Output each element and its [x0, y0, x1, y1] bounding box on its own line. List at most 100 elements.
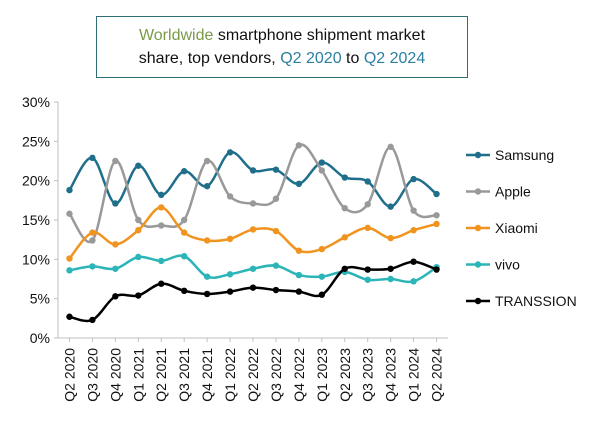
data-point-transsion — [295, 288, 303, 295]
title-end-quarter: Q2 2024 — [363, 50, 426, 67]
data-point-vivo — [203, 273, 211, 280]
y-tick-label: 15% — [22, 212, 50, 228]
data-point-xiaomi — [341, 234, 348, 241]
data-point-xiaomi — [272, 227, 280, 235]
data-point-xiaomi — [203, 237, 211, 244]
data-point-vivo — [295, 271, 303, 279]
data-point-apple — [158, 222, 165, 229]
data-point-xiaomi — [318, 245, 326, 253]
data-point-transsion — [387, 265, 394, 272]
data-point-apple — [295, 142, 303, 149]
data-point-transsion — [410, 258, 417, 265]
data-point-xiaomi — [249, 226, 257, 233]
data-point-transsion — [203, 290, 211, 298]
data-point-samsung — [433, 190, 440, 198]
data-point-vivo — [318, 273, 326, 280]
title-text-b: share, top vendors, — [138, 50, 281, 67]
legend: Samsung Apple Xiaomi vivo TRANSSION — [466, 147, 577, 309]
legend-label-samsung: Samsung — [495, 147, 554, 163]
data-point-transsion — [272, 286, 280, 294]
data-point-xiaomi — [364, 224, 371, 232]
data-point-apple — [341, 205, 348, 212]
data-point-apple — [272, 195, 280, 202]
data-point-apple — [364, 201, 371, 208]
x-tick-label: Q2 2024 — [429, 348, 445, 402]
data-point-samsung — [410, 175, 417, 183]
data-point-samsung — [66, 186, 73, 194]
y-tick-label: 10% — [22, 251, 50, 267]
y-tick-label: 20% — [22, 173, 50, 189]
data-point-vivo — [272, 262, 280, 269]
data-point-samsung — [226, 149, 234, 156]
x-tick-label: Q1 2023 — [314, 348, 330, 402]
chart-title-box: Worldwide smartphone shipment market sha… — [96, 16, 468, 78]
x-tick-label: Q1 2024 — [406, 348, 422, 402]
data-point-apple — [410, 207, 417, 214]
data-point-samsung — [318, 159, 326, 166]
legend-marker-xiaomi — [474, 224, 482, 232]
data-point-samsung — [180, 168, 188, 175]
chart-title-line-2: share, top vendors, Q2 2020 to Q2 2024 — [139, 47, 425, 70]
x-tick-label: Q4 2020 — [107, 348, 123, 402]
legend-marker-apple — [474, 188, 482, 195]
legend-label-apple: Apple — [495, 184, 531, 200]
data-point-samsung — [112, 200, 119, 207]
legend-label-xiaomi: Xiaomi — [495, 220, 538, 236]
series-line-xiaomi — [68, 206, 437, 260]
data-point-vivo — [135, 253, 142, 261]
data-point-samsung — [387, 203, 394, 210]
data-point-xiaomi — [112, 241, 119, 248]
data-point-vivo — [158, 257, 165, 265]
x-tick-label: Q4 2021 — [199, 348, 215, 402]
data-point-transsion — [89, 316, 96, 324]
data-point-xiaomi — [158, 204, 165, 211]
data-point-xiaomi — [387, 234, 394, 242]
data-point-xiaomi — [180, 229, 188, 236]
data-point-apple — [226, 193, 234, 200]
data-point-apple — [387, 143, 394, 151]
data-point-xiaomi — [89, 229, 96, 236]
data-point-apple — [433, 212, 440, 219]
data-point-apple — [318, 167, 326, 174]
title-text-a: smartphone shipment market — [213, 27, 426, 44]
data-point-transsion — [318, 291, 326, 298]
data-point-transsion — [364, 266, 371, 273]
y-tick-label: 30% — [22, 94, 50, 110]
data-point-transsion — [226, 288, 234, 295]
legend-marker-samsung — [474, 151, 482, 159]
data-point-samsung — [89, 154, 96, 162]
legend-marker-vivo — [474, 261, 482, 268]
y-tick-label: 0% — [30, 330, 50, 346]
x-tick-label: Q4 2022 — [291, 348, 307, 402]
data-point-transsion — [112, 293, 119, 300]
data-point-xiaomi — [226, 235, 234, 243]
legend-label-vivo: vivo — [495, 257, 520, 273]
data-point-samsung — [295, 180, 303, 188]
data-point-xiaomi — [135, 227, 142, 234]
x-tick-label: Q2 2022 — [245, 348, 261, 402]
data-point-xiaomi — [433, 220, 440, 228]
title-text-c: to — [341, 50, 364, 67]
data-point-xiaomi — [295, 247, 303, 254]
data-point-transsion — [341, 265, 348, 272]
chart-axes: 0% 5% 10% 15% 20% 25% 30% Q2 2020 Q3 2020 Q4 2020… — [22, 94, 448, 402]
data-point-vivo — [410, 278, 417, 285]
data-point-vivo — [180, 252, 188, 260]
title-start-quarter: Q2 2020 — [280, 50, 342, 67]
x-tick-label: Q1 2021 — [130, 348, 146, 402]
legend-label-transsion: TRANSSION — [495, 293, 577, 309]
data-point-xiaomi — [410, 227, 417, 234]
data-point-vivo — [66, 267, 73, 274]
data-point-apple — [203, 157, 211, 165]
x-tick-label: Q2 2020 — [61, 348, 77, 402]
data-point-samsung — [364, 178, 371, 185]
data-point-vivo — [387, 275, 394, 283]
title-worldwide: Worldwide — [138, 27, 214, 44]
x-tick-label: Q3 2023 — [360, 348, 376, 402]
data-point-samsung — [158, 191, 165, 199]
x-tick-label: Q4 2023 — [383, 348, 399, 402]
data-point-transsion — [158, 280, 165, 287]
data-point-apple — [180, 216, 188, 224]
data-point-apple — [249, 200, 257, 207]
